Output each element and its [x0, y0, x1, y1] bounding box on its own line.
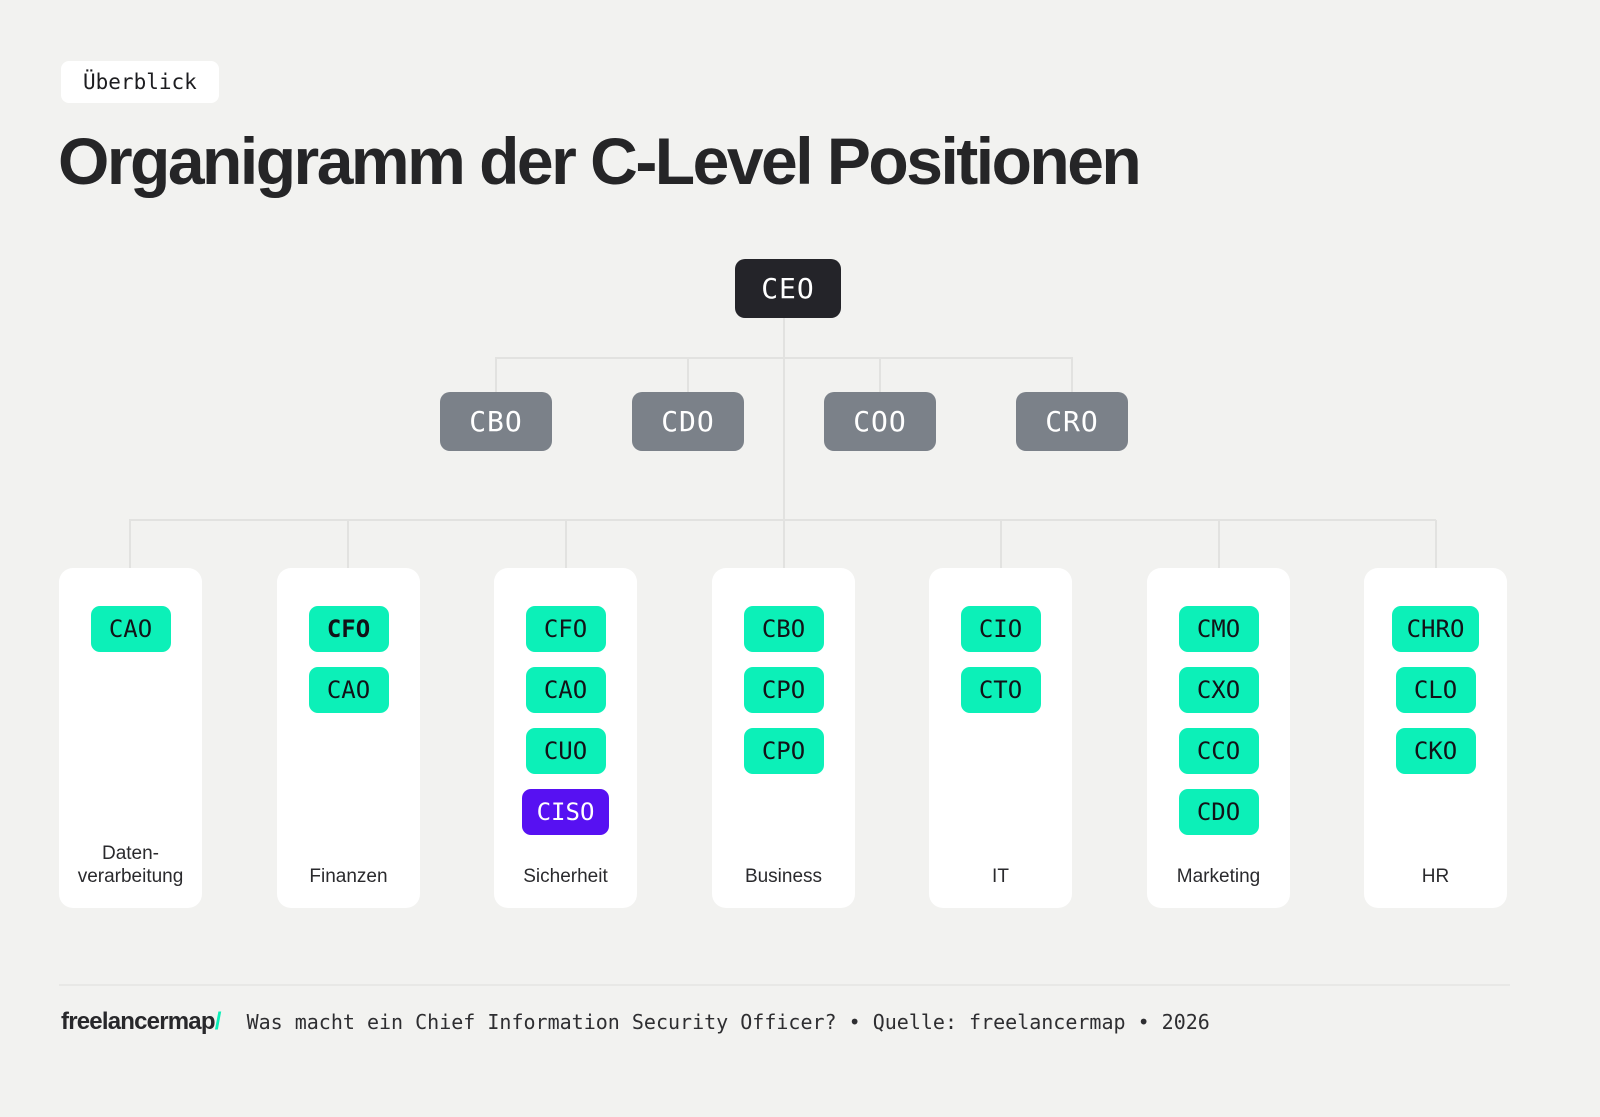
role-chip: CLO — [1395, 667, 1476, 713]
group-card-marketing: CMO CXO CCO CDO Marketing — [1147, 568, 1290, 908]
group-label: Finanzen — [309, 865, 388, 887]
group-label: Business — [744, 865, 823, 887]
connector-level3-drop — [1000, 520, 1002, 568]
role-chip: CDO — [1178, 789, 1259, 835]
group-card-finanzen: CFO CAO Finanzen — [277, 568, 420, 908]
group-card-datenverarbeitung: CAO Daten- verarbeitung — [59, 568, 202, 908]
connector-level3-horizontal — [129, 519, 1436, 521]
group-label: Marketing — [1176, 865, 1261, 887]
role-chip: CHRO — [1391, 606, 1480, 652]
role-chip: CTO — [960, 667, 1041, 713]
group-label: Sicherheit — [523, 865, 608, 887]
page-title: Organigramm der C-Level Positionen — [58, 124, 1142, 198]
role-chip: CBO — [743, 606, 824, 652]
group-label: IT — [992, 865, 1009, 887]
role-chip: CMO — [1178, 606, 1259, 652]
footer: freelancermap/ Was macht ein Chief Infor… — [61, 1008, 1210, 1036]
connector-level3-drop — [565, 520, 567, 568]
connector-level3-drop — [1435, 520, 1437, 568]
role-chip: CPO — [743, 728, 824, 774]
role-chip-ciso-highlight: CISO — [521, 789, 610, 835]
role-chip: CFO — [308, 606, 389, 652]
connector-level2-horizontal — [495, 357, 1073, 359]
connector-level3-drop — [783, 520, 785, 568]
overview-badge: Überblick — [61, 61, 219, 103]
connector-level3-drop — [1218, 520, 1220, 568]
logo-slash-icon: / — [214, 1008, 222, 1035]
logo-text: freelancermap — [61, 1008, 215, 1035]
role-chip: CFO — [525, 606, 606, 652]
role-chip: CUO — [525, 728, 606, 774]
org-node-ceo: CEO — [735, 259, 841, 318]
role-chip: CIO — [960, 606, 1041, 652]
connector-level3-drop — [129, 520, 131, 568]
footer-divider — [59, 984, 1510, 986]
freelancermap-logo: freelancermap/ — [61, 1008, 221, 1036]
connector-level2-drop — [687, 358, 689, 392]
connector-level2-drop — [1071, 358, 1073, 392]
group-card-hr: CHRO CLO CKO HR — [1364, 568, 1507, 908]
group-card-business: CBO CPO CPO Business — [712, 568, 855, 908]
group-label: HR — [1421, 865, 1450, 887]
role-chip: CPO — [743, 667, 824, 713]
footer-caption: Was macht ein Chief Information Security… — [246, 1010, 1210, 1034]
role-chip: CAO — [90, 606, 171, 652]
connector-level3-drop — [347, 520, 349, 568]
org-node-cdo: CDO — [632, 392, 744, 451]
connector-level2-drop — [495, 358, 497, 392]
group-card-sicherheit: CFO CAO CUO CISO Sicherheit — [494, 568, 637, 908]
connector-root-vertical — [783, 318, 785, 520]
group-label: Daten- verarbeitung — [77, 842, 184, 887]
org-node-cbo: CBO — [440, 392, 552, 451]
role-chip: CAO — [308, 667, 389, 713]
role-chip: CXO — [1178, 667, 1259, 713]
org-node-cro: CRO — [1016, 392, 1128, 451]
org-node-coo: COO — [824, 392, 936, 451]
group-card-it: CIO CTO IT — [929, 568, 1072, 908]
role-chip: CAO — [525, 667, 606, 713]
role-chip: CKO — [1395, 728, 1476, 774]
connector-level2-drop — [879, 358, 881, 392]
role-chip: CCO — [1178, 728, 1259, 774]
